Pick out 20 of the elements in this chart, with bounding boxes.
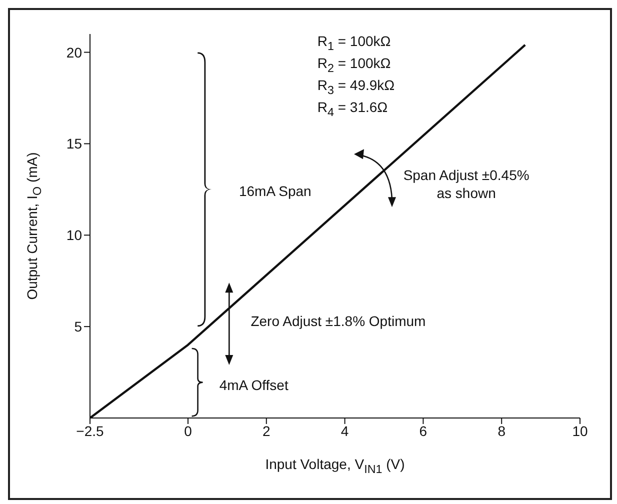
annotation: 4mA Offset (219, 376, 288, 394)
x-tick-label: 8 (498, 422, 506, 439)
y-tick-label: 20 (66, 44, 82, 60)
x-tick-label: 6 (419, 422, 428, 439)
annotation: R$_{4}$ = 31.6Ω (317, 98, 388, 121)
x-tick-label: 4 (340, 422, 349, 439)
y-tick-label: 15 (66, 136, 82, 152)
annotation: R$_{1}$ = 100kΩ (317, 32, 391, 56)
x-tick-label: 0 (184, 422, 192, 439)
x-tick-label: 2 (262, 422, 270, 439)
y-tick-label: 5 (74, 318, 82, 335)
annotation: Span Adjust ±0.45% as shown (403, 166, 530, 202)
x-tick-label: −2.5 (76, 422, 104, 439)
x-axis-title: Input Voltage, V$_{IN1}$ (V) (265, 456, 405, 476)
y-tick-label: 10 (66, 227, 82, 244)
annotation: R$_{3}$ = 49.9kΩ (317, 76, 395, 99)
annotation: Zero Adjust ±1.8% Optimum (250, 312, 426, 330)
annotation: 16mA Span (238, 182, 312, 200)
x-tick-label: 10 (572, 422, 588, 439)
annotation: R$_{2}$ = 100kΩ (317, 54, 391, 78)
